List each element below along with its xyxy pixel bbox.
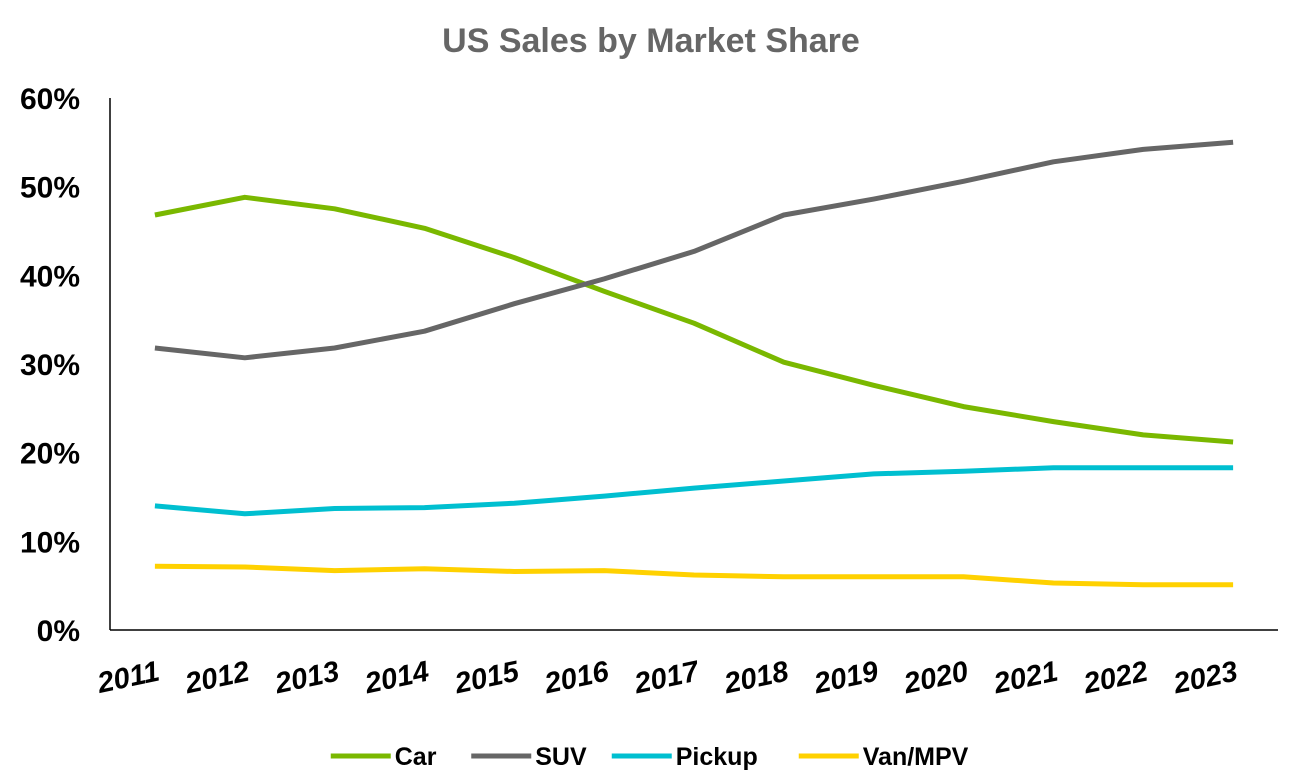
- y-tick-label: 30%: [20, 349, 80, 382]
- y-tick-label: 20%: [20, 438, 80, 471]
- x-tick-label: 2011: [94, 656, 163, 700]
- legend: Car SUV Pickup Van/MPV: [330, 743, 969, 771]
- series-line-pickup: [154, 465, 1234, 517]
- legend-label-suv: SUV: [535, 743, 587, 771]
- y-tick-label: 50%: [20, 172, 80, 205]
- y-tick-label: 60%: [20, 83, 80, 116]
- legend-label-van-mpv: Van/MPV: [863, 743, 969, 771]
- x-tick-label: 2012: [181, 656, 252, 701]
- y-tick-label: 0%: [37, 615, 80, 648]
- x-tick-label: 2015: [451, 655, 523, 700]
- x-tick-label: 2023: [1170, 656, 1241, 701]
- x-tick-label: 2019: [810, 656, 881, 701]
- series-lines: [154, 139, 1234, 588]
- axes: 0% 10% 20% 30% 40% 50% 60% 2011 2012 2013 2014 2015…: [20, 83, 1278, 700]
- x-tick-label: 2013: [271, 656, 342, 701]
- legend-label-car: Car: [395, 743, 437, 771]
- series-line-car: [154, 194, 1234, 445]
- x-tick-label: 2017: [631, 655, 704, 700]
- y-tick-label: 40%: [20, 260, 80, 293]
- x-tick-label: 2014: [361, 656, 432, 701]
- series-line-suv: [154, 139, 1234, 361]
- x-tick-label: 2018: [721, 655, 793, 700]
- y-tick-label: 10%: [20, 526, 80, 559]
- series-line-van-mpv: [154, 563, 1234, 588]
- x-tick-label: 2016: [541, 655, 613, 700]
- legend-label-pickup: Pickup: [676, 743, 758, 771]
- x-tick-label: 2021: [990, 656, 1061, 701]
- x-tick-label: 2020: [900, 656, 971, 701]
- x-tick-label: 2022: [1080, 656, 1151, 701]
- chart-title: US Sales by Market Share: [442, 22, 860, 60]
